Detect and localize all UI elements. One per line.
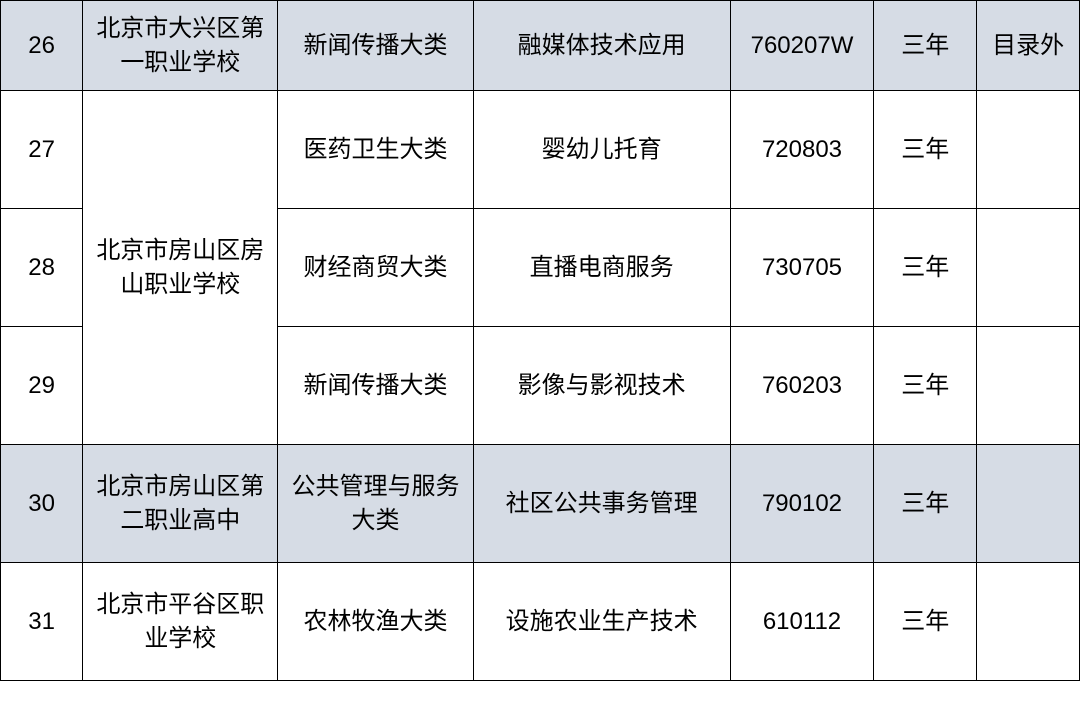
cell-seq: 29 <box>1 327 83 445</box>
vocational-programs-table: 26 北京市大兴区第一职业学校 新闻传播大类 融媒体技术应用 760207W 三… <box>0 0 1080 681</box>
cell-school: 北京市大兴区第一职业学校 <box>83 1 278 91</box>
cell-major: 设施农业生产技术 <box>473 563 730 681</box>
table-row: 26 北京市大兴区第一职业学校 新闻传播大类 融媒体技术应用 760207W 三… <box>1 1 1080 91</box>
cell-duration: 三年 <box>874 327 977 445</box>
cell-duration: 三年 <box>874 1 977 91</box>
cell-duration: 三年 <box>874 563 977 681</box>
cell-code: 720803 <box>730 91 874 209</box>
cell-code: 730705 <box>730 209 874 327</box>
cell-duration: 三年 <box>874 91 977 209</box>
cell-note <box>977 91 1080 209</box>
cell-seq: 30 <box>1 445 83 563</box>
cell-duration: 三年 <box>874 209 977 327</box>
cell-code: 790102 <box>730 445 874 563</box>
cell-note <box>977 209 1080 327</box>
cell-note <box>977 563 1080 681</box>
cell-note: 目录外 <box>977 1 1080 91</box>
cell-major: 婴幼儿托育 <box>473 91 730 209</box>
cell-major: 直播电商服务 <box>473 209 730 327</box>
cell-category: 医药卫生大类 <box>278 91 473 209</box>
cell-major: 影像与影视技术 <box>473 327 730 445</box>
cell-seq: 26 <box>1 1 83 91</box>
cell-code: 760207W <box>730 1 874 91</box>
cell-duration: 三年 <box>874 445 977 563</box>
cell-note <box>977 327 1080 445</box>
cell-major: 社区公共事务管理 <box>473 445 730 563</box>
cell-category: 财经商贸大类 <box>278 209 473 327</box>
cell-category: 新闻传播大类 <box>278 327 473 445</box>
cell-code: 610112 <box>730 563 874 681</box>
cell-school: 北京市房山区第二职业高中 <box>83 445 278 563</box>
cell-major: 融媒体技术应用 <box>473 1 730 91</box>
table-row: 27 北京市房山区房山职业学校 医药卫生大类 婴幼儿托育 720803 三年 <box>1 91 1080 209</box>
cell-seq: 27 <box>1 91 83 209</box>
cell-seq: 28 <box>1 209 83 327</box>
cell-category: 公共管理与服务大类 <box>278 445 473 563</box>
cell-school: 北京市房山区房山职业学校 <box>83 91 278 445</box>
table-row: 30 北京市房山区第二职业高中 公共管理与服务大类 社区公共事务管理 79010… <box>1 445 1080 563</box>
cell-school: 北京市平谷区职业学校 <box>83 563 278 681</box>
table-row: 31 北京市平谷区职业学校 农林牧渔大类 设施农业生产技术 610112 三年 <box>1 563 1080 681</box>
cell-category: 农林牧渔大类 <box>278 563 473 681</box>
cell-code: 760203 <box>730 327 874 445</box>
cell-category: 新闻传播大类 <box>278 1 473 91</box>
cell-seq: 31 <box>1 563 83 681</box>
cell-note <box>977 445 1080 563</box>
